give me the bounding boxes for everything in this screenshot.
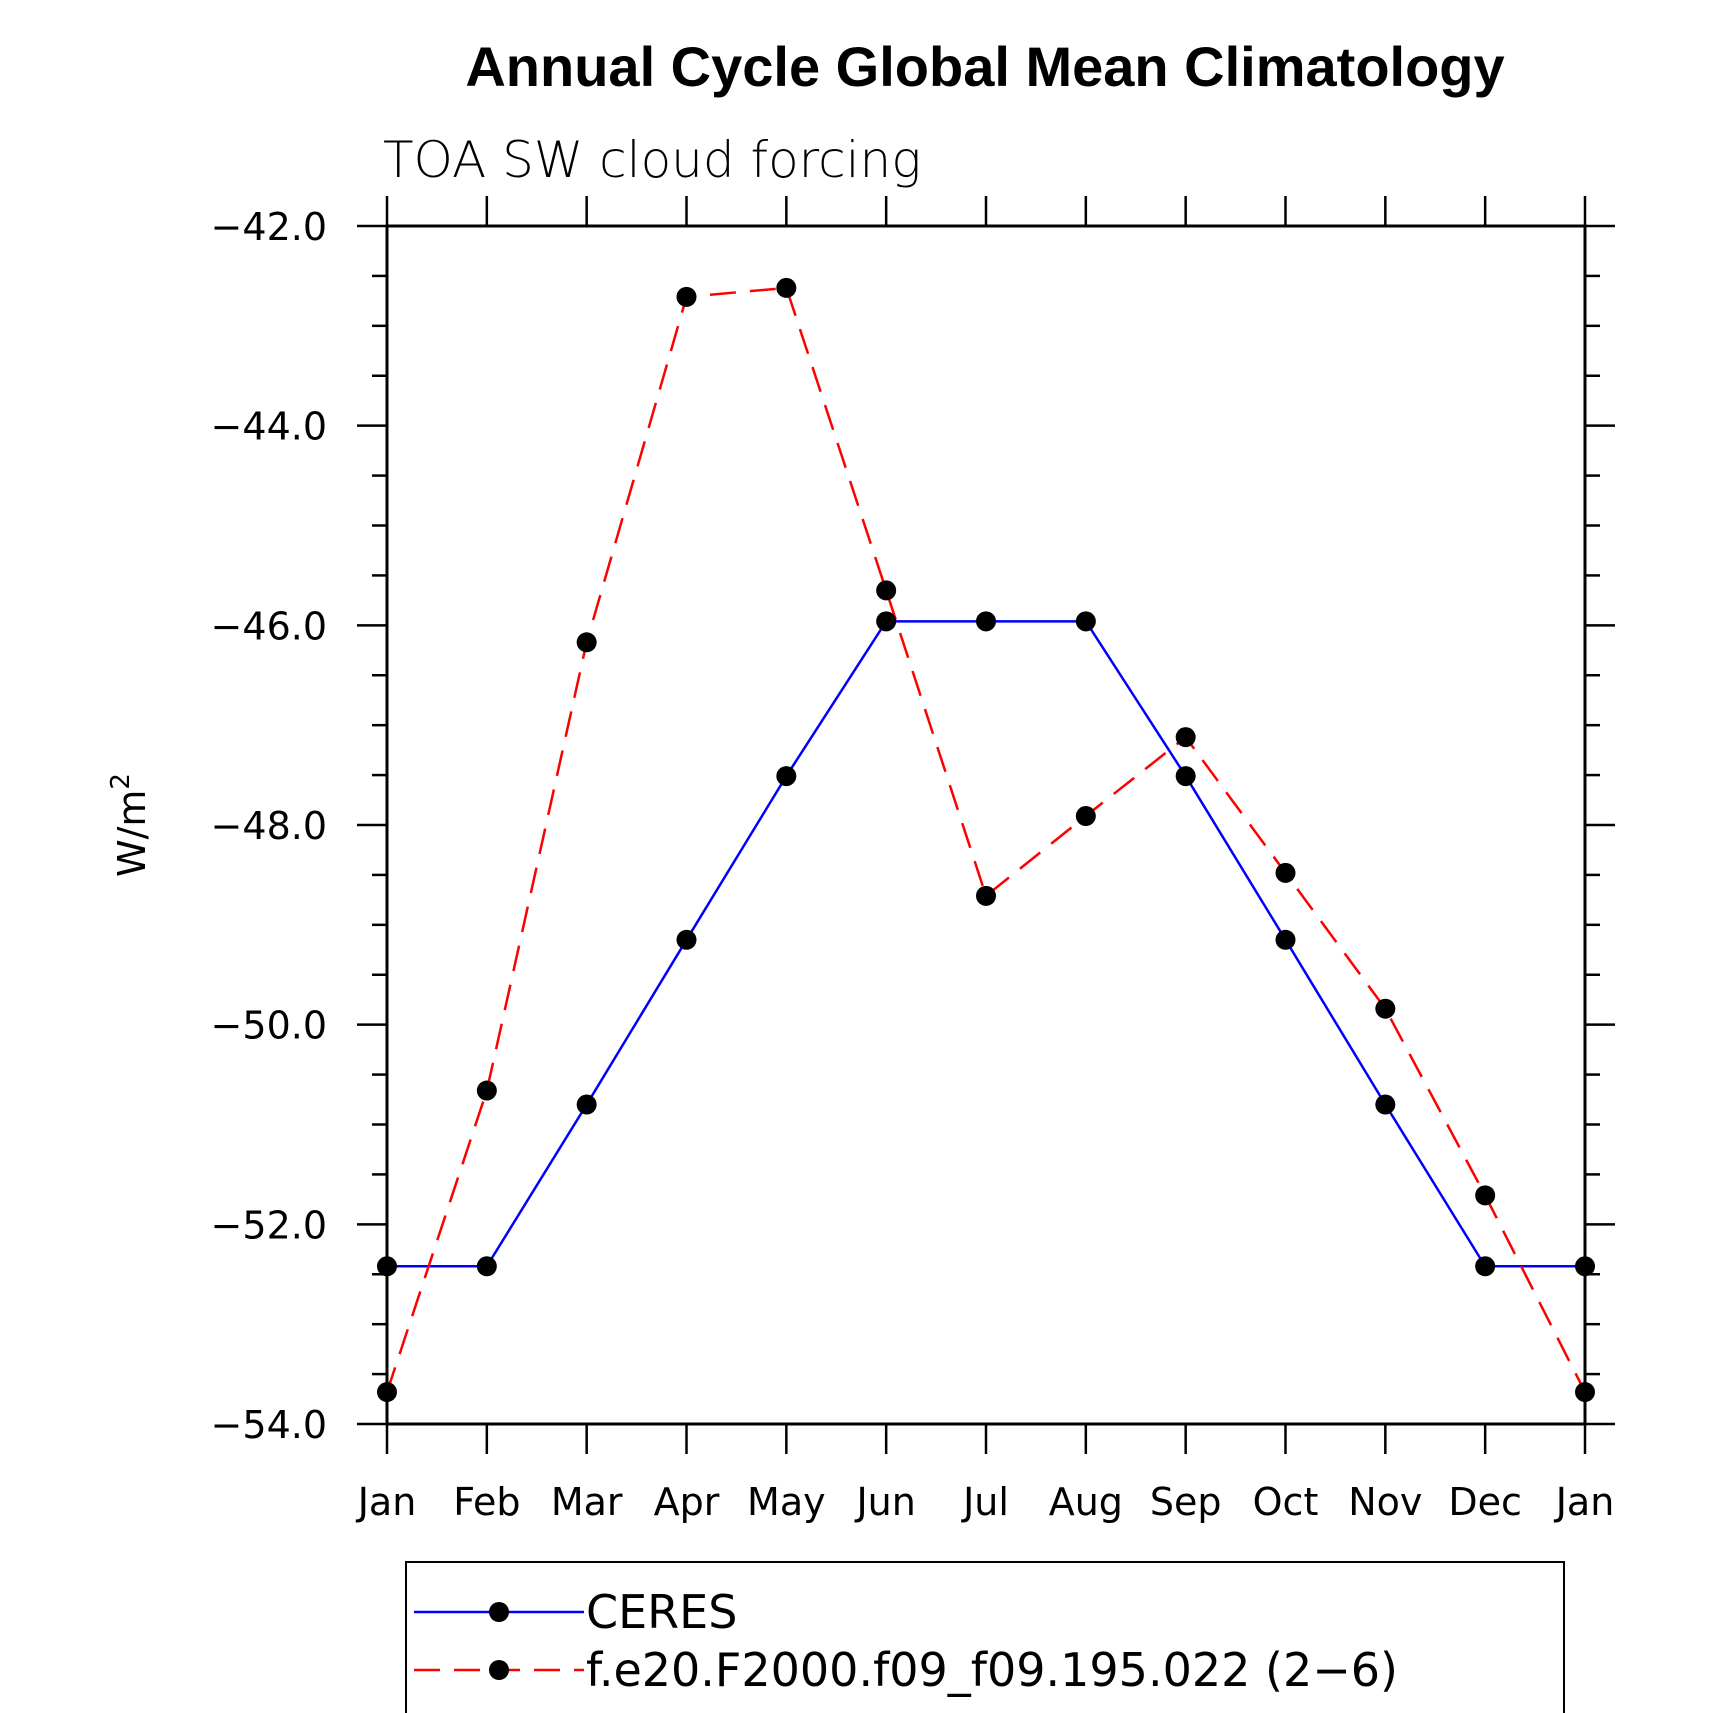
chart-subtitle: TOA SW cloud forcing (383, 131, 921, 189)
data-point (576, 1094, 597, 1115)
data-point (476, 1080, 497, 1101)
data-point (1275, 862, 1296, 883)
data-point (576, 632, 597, 653)
x-tick-label: Jun (854, 1480, 915, 1524)
data-point (976, 885, 996, 906)
series-line (387, 620, 1585, 1268)
series-markers (377, 277, 1595, 1403)
legend-label: f.e20.F2000.f09_f09.195.022 (2−6) (586, 1643, 1398, 1697)
y-axis-label-exponent: 2 (106, 773, 136, 790)
x-tick-labels: Jan Feb Mar Apr May Jun Jul Aug Sep Oct Nov Dec Jan (356, 1480, 1615, 1524)
chart-title: Annual Cycle Global Mean Climatology (465, 35, 1504, 98)
data-point (676, 929, 697, 950)
x-tick-label: Oct (1253, 1480, 1319, 1524)
data-point (476, 1256, 497, 1277)
x-tick-label: Jan (1554, 1480, 1615, 1524)
x-tick-label: Jan (356, 1480, 417, 1524)
data-point (1275, 929, 1296, 950)
x-tick-label: Feb (453, 1480, 520, 1524)
data-point (1075, 611, 1096, 632)
data-point (1375, 1094, 1396, 1115)
data-point (1475, 1256, 1496, 1277)
legend-label: CERES (586, 1585, 737, 1639)
x-tick-label: Aug (1049, 1480, 1123, 1524)
axis-ticks (357, 196, 1615, 1454)
data-point (377, 1382, 397, 1403)
plot-frame (385, 224, 1587, 1426)
data-point (1175, 727, 1196, 748)
data-point (377, 1256, 397, 1277)
x-tick-label: Dec (1448, 1480, 1522, 1524)
data-point (776, 766, 797, 787)
y-tick-label: −46.0 (211, 604, 327, 648)
data-point (1075, 806, 1096, 827)
series-lines (385, 286, 1587, 1393)
data-point (1175, 766, 1196, 787)
x-tick-label: Nov (1348, 1480, 1422, 1524)
x-tick-label: Mar (551, 1480, 623, 1524)
y-tick-label: −44.0 (211, 405, 327, 449)
x-tick-label: May (747, 1480, 826, 1524)
data-point (1475, 1185, 1496, 1206)
legend-marker (489, 1660, 509, 1680)
series-line (385, 286, 1587, 1393)
data-point (676, 286, 697, 307)
y-tick-label: −52.0 (211, 1203, 327, 1247)
data-point (1575, 1382, 1595, 1403)
data-point (876, 580, 897, 601)
y-tick-label: −50.0 (211, 1004, 327, 1048)
y-tick-labels: −42.0 −44.0 −46.0 −48.0 −50.0 −52.0 −54.0 (211, 205, 327, 1447)
data-point (1575, 1256, 1595, 1277)
y-axis-label-base: W/m (110, 790, 154, 877)
legend-marker (489, 1602, 509, 1622)
data-point (1375, 998, 1396, 1019)
x-tick-label: Apr (654, 1480, 720, 1524)
y-tick-label: −42.0 (211, 205, 327, 249)
x-tick-label: Jul (961, 1480, 1009, 1524)
y-tick-label: −48.0 (211, 804, 327, 848)
data-point (976, 611, 996, 632)
legend-box (405, 1561, 1565, 1713)
x-tick-label: Sep (1150, 1480, 1222, 1524)
y-tick-label: −54.0 (211, 1403, 327, 1447)
y-axis-label: W/m2 (106, 773, 154, 877)
data-point (776, 277, 797, 298)
data-point (876, 611, 897, 632)
